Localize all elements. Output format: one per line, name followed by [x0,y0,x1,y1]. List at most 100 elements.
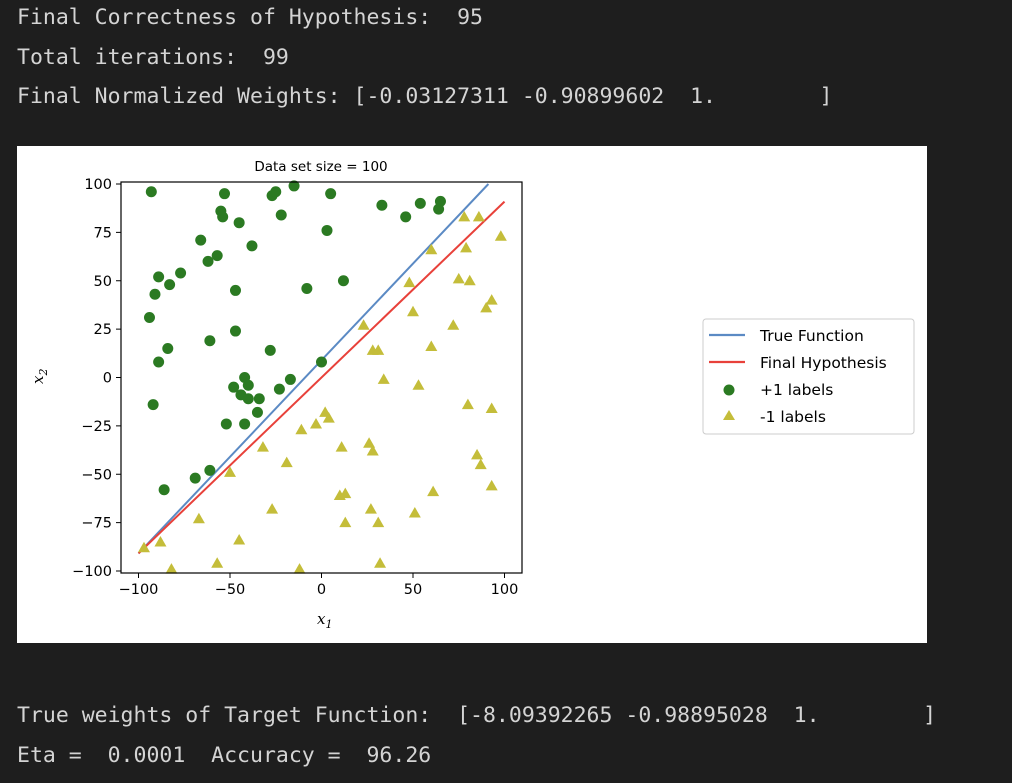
negative-label-point [137,541,150,553]
negative-label-point [364,503,377,514]
positive-label-point [325,188,337,200]
negative-label-point [322,412,335,423]
positive-label-point [204,464,216,476]
positive-label-point [270,186,282,198]
negative-label-point [427,485,440,497]
y-tick-label: −50 [81,467,112,483]
negative-label-point [295,423,308,435]
x-axis-label: x1 [317,610,332,631]
negative-label-point [372,516,385,528]
positive-label-point [143,312,155,324]
positive-label-point [242,379,254,391]
positive-label-point [264,344,276,356]
y-tick-label: 75 [94,225,112,241]
negative-label-point [485,402,498,413]
negative-label-point [474,458,487,470]
positive-label-point [246,240,258,252]
negative-label-point [363,437,376,448]
negative-label-point [374,557,387,568]
positive-label-point [189,472,201,484]
final-hypothesis-line [137,200,506,555]
positive-label-point [229,284,241,296]
chart-title: Data set size = 100 [254,159,387,175]
y-axis-label: x2 [29,369,50,384]
positive-label-point [434,195,446,207]
y-tick-label: 100 [84,177,112,193]
positive-label-point [229,325,241,337]
y-tick-label: −25 [81,419,112,435]
positive-label-point [242,393,254,405]
plot-output-panel: −100 −50 0 50 100 100 75 50 25 0 −25 −50 −75 −100 Dat… [17,146,927,643]
positive-label-point [164,279,176,291]
y-tick-label: 25 [94,322,112,338]
x-tick-label: −100 [119,582,159,598]
positive-label-point [217,211,229,223]
x-tick-label: 100 [491,582,519,598]
positive-label-point [414,197,426,209]
negative-label-point [447,319,460,330]
negative-label-point [280,456,293,468]
negative-label-point [339,487,352,499]
negative-label-point [425,340,438,352]
positive-label-point [204,335,216,347]
negative-label-point [412,379,425,390]
positive-label-point [251,406,263,418]
negative-label-point [480,301,493,313]
y-tick-label: −100 [72,564,112,580]
positive-label-point [376,199,388,211]
y-tick-label: −75 [81,516,112,532]
positive-label-point [202,255,214,267]
negative-label-point [256,441,269,452]
positive-label-point [220,418,232,430]
scatter-plot: −100 −50 0 50 100 100 75 50 25 0 −25 −50 −75 −100 Dat… [29,159,915,631]
iterations-output-line: Total iterations: 99 [17,45,289,70]
positive-label-point [219,188,231,200]
negative-label-point [211,557,224,568]
legend-final-hypothesis-label: Final Hypothesis [760,354,887,372]
negative-label-point [452,272,465,284]
negative-label-point [165,563,178,574]
negative-label-point [407,305,419,317]
negative-label-point [472,210,485,222]
x-tick-label: 50 [404,582,422,598]
negative-label-point [335,441,348,452]
negative-label-point [461,398,474,410]
positive-label-point [400,211,412,223]
correctness-output-line: Final Correctness of Hypothesis: 95 [17,5,483,30]
negative-label-point [366,445,379,456]
x-tick-label: −50 [215,582,246,598]
positive-label-point [211,250,223,262]
positive-label-point [239,418,251,430]
chart-legend: True Function Final Hypothesis +1 labels… [702,318,915,435]
negative-label-point [494,230,507,241]
legend-positive-label: +1 labels [760,381,833,399]
positive-label-point [275,209,287,221]
positive-label-point [337,275,349,287]
negative-label-point [339,516,352,528]
negative-label-point [293,563,306,574]
negative-label-point [233,534,246,545]
negative-label-point [154,535,167,547]
negative-label-point [408,506,421,518]
legend-negative-swatch [723,410,735,420]
positive-label-point [149,288,161,300]
positive-label-point [233,217,245,229]
positive-label-point [153,356,165,368]
positive-label-point [321,224,333,236]
legend-true-function-label: True Function [759,327,864,345]
positive-label-point [228,381,240,393]
legend-positive-swatch [723,384,735,396]
negative-label-point [485,479,498,491]
negative-label-point [458,210,471,222]
positive-label-point [253,393,265,405]
negative-label-point [403,276,416,288]
negative-label-point [224,466,236,477]
negative-label-point [266,503,279,514]
positive-label-point [162,342,174,354]
negative-label-point [377,373,390,384]
legend-negative-label: -1 labels [760,408,826,426]
negative-label-point [460,241,473,253]
negative-label-point [310,417,323,429]
negative-label-point [425,243,438,255]
positive-label-point [153,271,165,283]
